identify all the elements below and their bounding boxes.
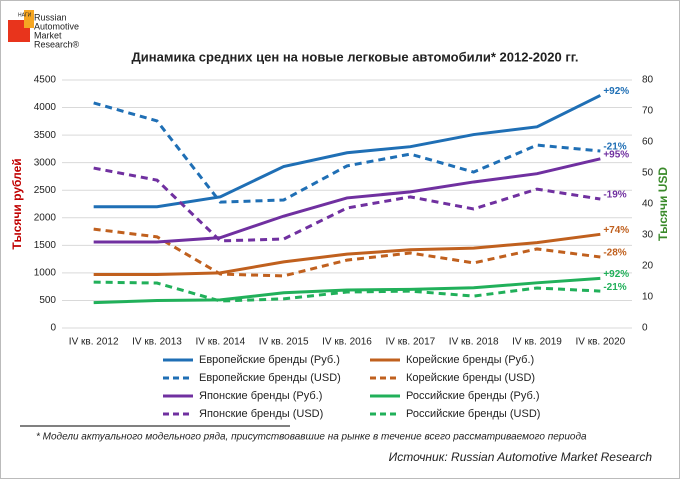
chart-title: Динамика средних цен на новые легковые а… <box>132 49 579 64</box>
series-line <box>93 101 601 204</box>
y2-axis-label: Тысячи USD <box>656 167 670 241</box>
y2-tick-label: 70 <box>642 106 654 117</box>
x-tick-label: IV кв. 2020 <box>575 337 625 348</box>
y-tick-label: 4500 <box>34 75 57 86</box>
end-label: -21% <box>603 142 626 153</box>
legend-label: Японские бренды (Руб.) <box>199 390 322 402</box>
legend-label: Европейские бренды (USD) <box>199 372 341 384</box>
x-tick-label: IV кв. 2015 <box>259 337 309 348</box>
y-axis-label: Тысячи рублей <box>10 158 24 249</box>
legend-label: Корейские бренды (USD) <box>406 372 535 384</box>
y2-tick-label: 10 <box>642 292 654 303</box>
end-label: +95% <box>603 149 629 160</box>
x-tick-label: IV кв. 2016 <box>322 337 372 348</box>
x-tick-label: IV кв. 2014 <box>195 337 245 348</box>
logo-text: Russian <box>34 12 67 22</box>
logo-text: Market <box>34 30 62 40</box>
logo-text: Automotive <box>34 21 79 31</box>
legend-label: Корейские бренды (Руб.) <box>406 354 534 366</box>
legend-label: Российские бренды (Руб.) <box>406 390 540 402</box>
y-tick-label: 3500 <box>34 130 57 141</box>
y2-tick-label: 50 <box>642 168 654 179</box>
y-tick-label: 500 <box>39 295 56 306</box>
x-tick-label: IV кв. 2017 <box>385 337 435 348</box>
y-tick-label: 3000 <box>34 157 57 168</box>
series-line <box>93 276 601 305</box>
x-tick-label: IV кв. 2019 <box>512 337 562 348</box>
y-tick-label: 1500 <box>34 240 57 251</box>
y-tick-label: 2000 <box>34 212 57 223</box>
series-line <box>93 232 601 277</box>
x-tick-label: IV кв. 2013 <box>132 337 182 348</box>
end-label: -28% <box>603 248 626 259</box>
series-line <box>93 280 601 303</box>
logo-text: Research® <box>34 39 80 49</box>
y2-tick-label: 0 <box>642 323 648 334</box>
y-tick-label: 1000 <box>34 268 57 279</box>
y-tick-label: 0 <box>50 323 56 334</box>
end-label: +74% <box>603 225 629 236</box>
y-tick-label: 2500 <box>34 185 57 196</box>
legend-label: Японские бренды (USD) <box>199 408 323 420</box>
end-label: +92% <box>603 86 629 97</box>
y2-tick-label: 30 <box>642 230 654 241</box>
y2-tick-label: 60 <box>642 137 654 148</box>
x-tick-label: IV кв. 2012 <box>69 337 119 348</box>
logo-square <box>24 10 34 28</box>
legend-label: Европейские бренды (Руб.) <box>199 354 340 366</box>
y-tick-label: 4000 <box>34 102 57 113</box>
series-line <box>93 166 601 243</box>
x-tick-label: IV кв. 2018 <box>449 337 499 348</box>
end-label: -21% <box>603 282 626 293</box>
series-line <box>93 94 601 209</box>
footnote: * Модели актуального модельного ряда, пр… <box>36 432 587 443</box>
y2-tick-label: 40 <box>642 199 654 210</box>
source: Источник: Russian Automotive Market Rese… <box>389 450 653 464</box>
series-line <box>93 227 601 278</box>
logo-small: НАГИ <box>18 12 32 18</box>
series-line <box>93 157 601 244</box>
end-label: -19% <box>603 190 626 201</box>
y2-tick-label: 80 <box>642 75 654 86</box>
end-label: +92% <box>603 269 629 280</box>
legend-label: Российские бренды (USD) <box>406 408 540 420</box>
y2-tick-label: 20 <box>642 261 654 272</box>
